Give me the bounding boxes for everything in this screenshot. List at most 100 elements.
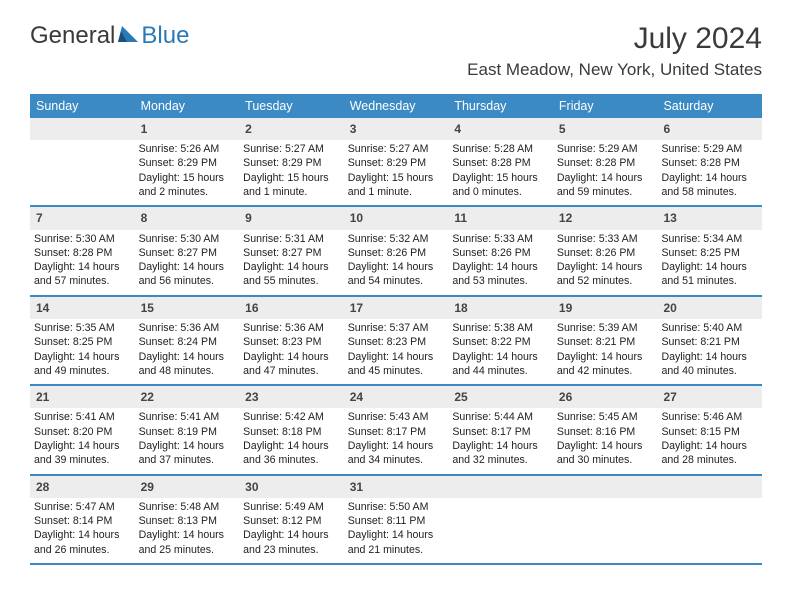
sunrise-line: Sunrise: 5:29 AM	[557, 142, 654, 156]
sunset-line: Sunset: 8:23 PM	[243, 335, 340, 349]
day-body: Sunrise: 5:33 AMSunset: 8:26 PMDaylight:…	[553, 230, 658, 295]
day-body: Sunrise: 5:37 AMSunset: 8:23 PMDaylight:…	[344, 319, 449, 384]
brand-text-1: General	[30, 22, 115, 50]
daylight-line: Daylight: 15 hours and 0 minutes.	[452, 171, 549, 200]
sunset-line: Sunset: 8:21 PM	[557, 335, 654, 349]
sunrise-line: Sunrise: 5:30 AM	[139, 232, 236, 246]
day-cell: 10Sunrise: 5:32 AMSunset: 8:26 PMDayligh…	[344, 207, 449, 294]
day-number	[30, 118, 135, 140]
day-cell: 27Sunrise: 5:46 AMSunset: 8:15 PMDayligh…	[657, 386, 762, 473]
day-number: 13	[657, 207, 762, 229]
day-number: 27	[657, 386, 762, 408]
sunset-line: Sunset: 8:11 PM	[348, 514, 445, 528]
sunrise-line: Sunrise: 5:34 AM	[661, 232, 758, 246]
day-cell: 26Sunrise: 5:45 AMSunset: 8:16 PMDayligh…	[553, 386, 658, 473]
day-body: Sunrise: 5:36 AMSunset: 8:23 PMDaylight:…	[239, 319, 344, 384]
week-row: 1Sunrise: 5:26 AMSunset: 8:29 PMDaylight…	[30, 118, 762, 207]
day-body: Sunrise: 5:35 AMSunset: 8:25 PMDaylight:…	[30, 319, 135, 384]
daylight-line: Daylight: 14 hours and 40 minutes.	[661, 350, 758, 379]
day-body: Sunrise: 5:47 AMSunset: 8:14 PMDaylight:…	[30, 498, 135, 563]
day-number	[448, 476, 553, 498]
day-cell: 25Sunrise: 5:44 AMSunset: 8:17 PMDayligh…	[448, 386, 553, 473]
day-body: Sunrise: 5:43 AMSunset: 8:17 PMDaylight:…	[344, 408, 449, 473]
sunrise-line: Sunrise: 5:50 AM	[348, 500, 445, 514]
sunset-line: Sunset: 8:26 PM	[452, 246, 549, 260]
day-cell: 28Sunrise: 5:47 AMSunset: 8:14 PMDayligh…	[30, 476, 135, 563]
day-cell: 24Sunrise: 5:43 AMSunset: 8:17 PMDayligh…	[344, 386, 449, 473]
day-cell: 17Sunrise: 5:37 AMSunset: 8:23 PMDayligh…	[344, 297, 449, 384]
sunrise-line: Sunrise: 5:49 AM	[243, 500, 340, 514]
sunset-line: Sunset: 8:18 PM	[243, 425, 340, 439]
day-body: Sunrise: 5:41 AMSunset: 8:20 PMDaylight:…	[30, 408, 135, 473]
sunset-line: Sunset: 8:22 PM	[452, 335, 549, 349]
sunset-line: Sunset: 8:29 PM	[139, 156, 236, 170]
brand-text-2: Blue	[141, 22, 189, 50]
weekday-header: Tuesday	[239, 94, 344, 118]
daylight-line: Daylight: 15 hours and 2 minutes.	[139, 171, 236, 200]
day-number: 23	[239, 386, 344, 408]
day-number: 5	[553, 118, 658, 140]
day-number: 15	[135, 297, 240, 319]
daylight-line: Daylight: 14 hours and 54 minutes.	[348, 260, 445, 289]
sunset-line: Sunset: 8:17 PM	[348, 425, 445, 439]
sunrise-line: Sunrise: 5:36 AM	[243, 321, 340, 335]
day-body: Sunrise: 5:41 AMSunset: 8:19 PMDaylight:…	[135, 408, 240, 473]
daylight-line: Daylight: 14 hours and 42 minutes.	[557, 350, 654, 379]
title-block: July 2024 East Meadow, New York, United …	[467, 22, 762, 80]
day-body: Sunrise: 5:38 AMSunset: 8:22 PMDaylight:…	[448, 319, 553, 384]
week-row: 14Sunrise: 5:35 AMSunset: 8:25 PMDayligh…	[30, 297, 762, 386]
daylight-line: Daylight: 14 hours and 58 minutes.	[661, 171, 758, 200]
day-number: 30	[239, 476, 344, 498]
sunset-line: Sunset: 8:26 PM	[557, 246, 654, 260]
day-body: Sunrise: 5:50 AMSunset: 8:11 PMDaylight:…	[344, 498, 449, 563]
day-cell: 14Sunrise: 5:35 AMSunset: 8:25 PMDayligh…	[30, 297, 135, 384]
day-body: Sunrise: 5:29 AMSunset: 8:28 PMDaylight:…	[553, 140, 658, 205]
day-cell: 19Sunrise: 5:39 AMSunset: 8:21 PMDayligh…	[553, 297, 658, 384]
day-body: Sunrise: 5:34 AMSunset: 8:25 PMDaylight:…	[657, 230, 762, 295]
day-body: Sunrise: 5:29 AMSunset: 8:28 PMDaylight:…	[657, 140, 762, 205]
sunset-line: Sunset: 8:28 PM	[34, 246, 131, 260]
day-cell: 2Sunrise: 5:27 AMSunset: 8:29 PMDaylight…	[239, 118, 344, 205]
day-number: 19	[553, 297, 658, 319]
sunrise-line: Sunrise: 5:46 AM	[661, 410, 758, 424]
daylight-line: Daylight: 14 hours and 49 minutes.	[34, 350, 131, 379]
daylight-line: Daylight: 14 hours and 57 minutes.	[34, 260, 131, 289]
sunrise-line: Sunrise: 5:42 AM	[243, 410, 340, 424]
sunset-line: Sunset: 8:29 PM	[243, 156, 340, 170]
sunrise-line: Sunrise: 5:26 AM	[139, 142, 236, 156]
day-cell	[553, 476, 658, 563]
day-number: 22	[135, 386, 240, 408]
day-number: 11	[448, 207, 553, 229]
day-body: Sunrise: 5:27 AMSunset: 8:29 PMDaylight:…	[344, 140, 449, 205]
day-number: 31	[344, 476, 449, 498]
daylight-line: Daylight: 14 hours and 32 minutes.	[452, 439, 549, 468]
day-number	[553, 476, 658, 498]
location-text: East Meadow, New York, United States	[467, 60, 762, 80]
daylight-line: Daylight: 14 hours and 30 minutes.	[557, 439, 654, 468]
weekday-header: Wednesday	[344, 94, 449, 118]
day-cell: 1Sunrise: 5:26 AMSunset: 8:29 PMDaylight…	[135, 118, 240, 205]
daylight-line: Daylight: 14 hours and 55 minutes.	[243, 260, 340, 289]
sunrise-line: Sunrise: 5:32 AM	[348, 232, 445, 246]
sunrise-line: Sunrise: 5:48 AM	[139, 500, 236, 514]
daylight-line: Daylight: 14 hours and 45 minutes.	[348, 350, 445, 379]
sunrise-line: Sunrise: 5:33 AM	[557, 232, 654, 246]
day-number: 14	[30, 297, 135, 319]
day-cell	[657, 476, 762, 563]
sail-icon	[117, 25, 139, 43]
day-cell: 7Sunrise: 5:30 AMSunset: 8:28 PMDaylight…	[30, 207, 135, 294]
day-body: Sunrise: 5:30 AMSunset: 8:27 PMDaylight:…	[135, 230, 240, 295]
sunrise-line: Sunrise: 5:41 AM	[139, 410, 236, 424]
sunset-line: Sunset: 8:21 PM	[661, 335, 758, 349]
day-cell	[30, 118, 135, 205]
weekday-header-row: SundayMondayTuesdayWednesdayThursdayFrid…	[30, 94, 762, 118]
day-cell: 18Sunrise: 5:38 AMSunset: 8:22 PMDayligh…	[448, 297, 553, 384]
day-number: 6	[657, 118, 762, 140]
sunset-line: Sunset: 8:28 PM	[557, 156, 654, 170]
day-body: Sunrise: 5:30 AMSunset: 8:28 PMDaylight:…	[30, 230, 135, 295]
day-number	[657, 476, 762, 498]
sunrise-line: Sunrise: 5:47 AM	[34, 500, 131, 514]
week-row: 28Sunrise: 5:47 AMSunset: 8:14 PMDayligh…	[30, 476, 762, 565]
sunset-line: Sunset: 8:16 PM	[557, 425, 654, 439]
day-number: 2	[239, 118, 344, 140]
